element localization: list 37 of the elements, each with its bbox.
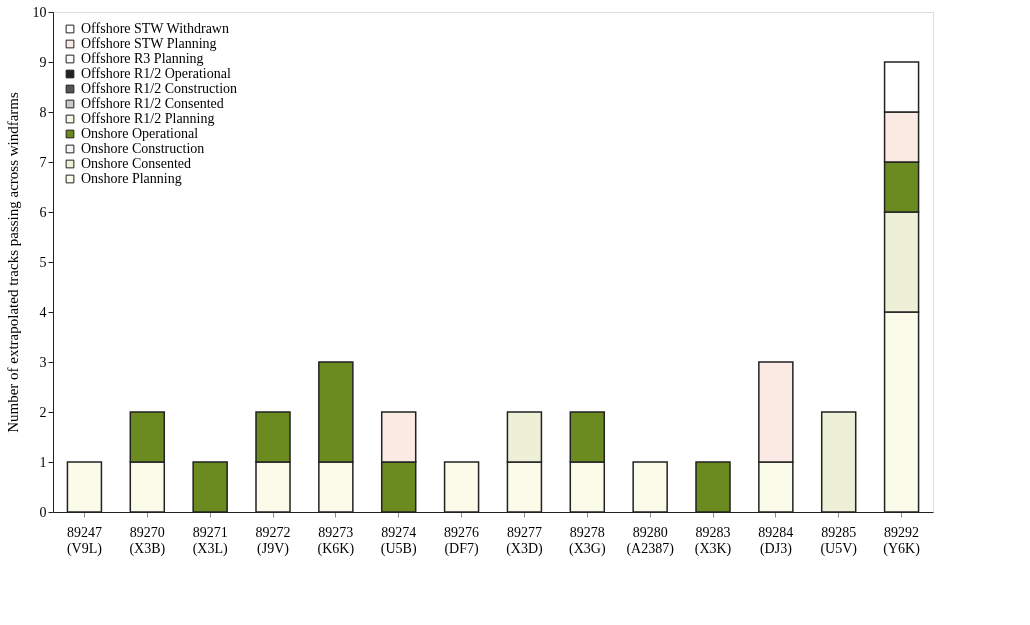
x-tick-label: 89277 (X3D)	[506, 524, 544, 557]
x-tick-label: 89273 (K6K)	[317, 524, 355, 557]
legend-label: Offshore R1/2 Operational	[81, 66, 231, 81]
legend-label: Onshore Planning	[81, 171, 182, 186]
y-tick-label: 1	[39, 454, 47, 470]
legend-label: Offshore STW Withdrawn	[81, 21, 229, 36]
x-tick-label: 89280 (A2387)	[626, 524, 675, 557]
x-tick-label: 89247 (V9L)	[66, 524, 103, 557]
legend-label: Offshore R1/2 Consented	[81, 96, 224, 111]
legend-label: Onshore Consented	[81, 156, 192, 171]
x-tick-label: 89292 (Y6K)	[883, 524, 921, 557]
x-tick-label: 89284 (DJ3)	[758, 524, 794, 557]
y-tick-label: 7	[39, 154, 47, 170]
y-tick-label: 0	[39, 504, 47, 520]
y-tick-label: 2	[39, 404, 47, 420]
y-tick-label: 5	[39, 254, 47, 270]
x-tick-label: 89270 (X3B)	[129, 524, 166, 557]
legend-label: Offshore STW Planning	[81, 36, 217, 51]
legend-label: Onshore Construction	[81, 141, 205, 156]
y-tick-label: 4	[39, 304, 47, 320]
legend-label: Offshore R3 Planning	[81, 51, 204, 66]
y-tick-label: 6	[39, 204, 47, 220]
y-tick-label: 3	[39, 354, 47, 370]
x-tick-label: 89274 (U5B)	[380, 524, 417, 557]
y-tick-label: 9	[39, 54, 47, 70]
x-tick-label: 89283 (X3K)	[694, 524, 732, 557]
legend-label: Onshore Operational	[81, 126, 199, 141]
y-tick-label: 10	[32, 4, 47, 20]
x-tick-label: 89271 (X3L)	[192, 524, 228, 557]
x-tick-label: 89278 (X3G)	[569, 524, 606, 557]
x-tick-label: 89276 (DF7)	[444, 524, 480, 557]
x-tick-label: 89285 (U5V)	[820, 524, 858, 557]
x-tick-label: 89272 (J9V)	[255, 524, 291, 557]
y-axis-title: Number of extrapolated tracks passing across windfarms	[4, 91, 21, 433]
y-tick-label: 8	[39, 104, 47, 120]
legend-label: Offshore R1/2 Construction	[81, 81, 238, 96]
legend-label: Offshore R1/2 Planning	[81, 111, 215, 126]
